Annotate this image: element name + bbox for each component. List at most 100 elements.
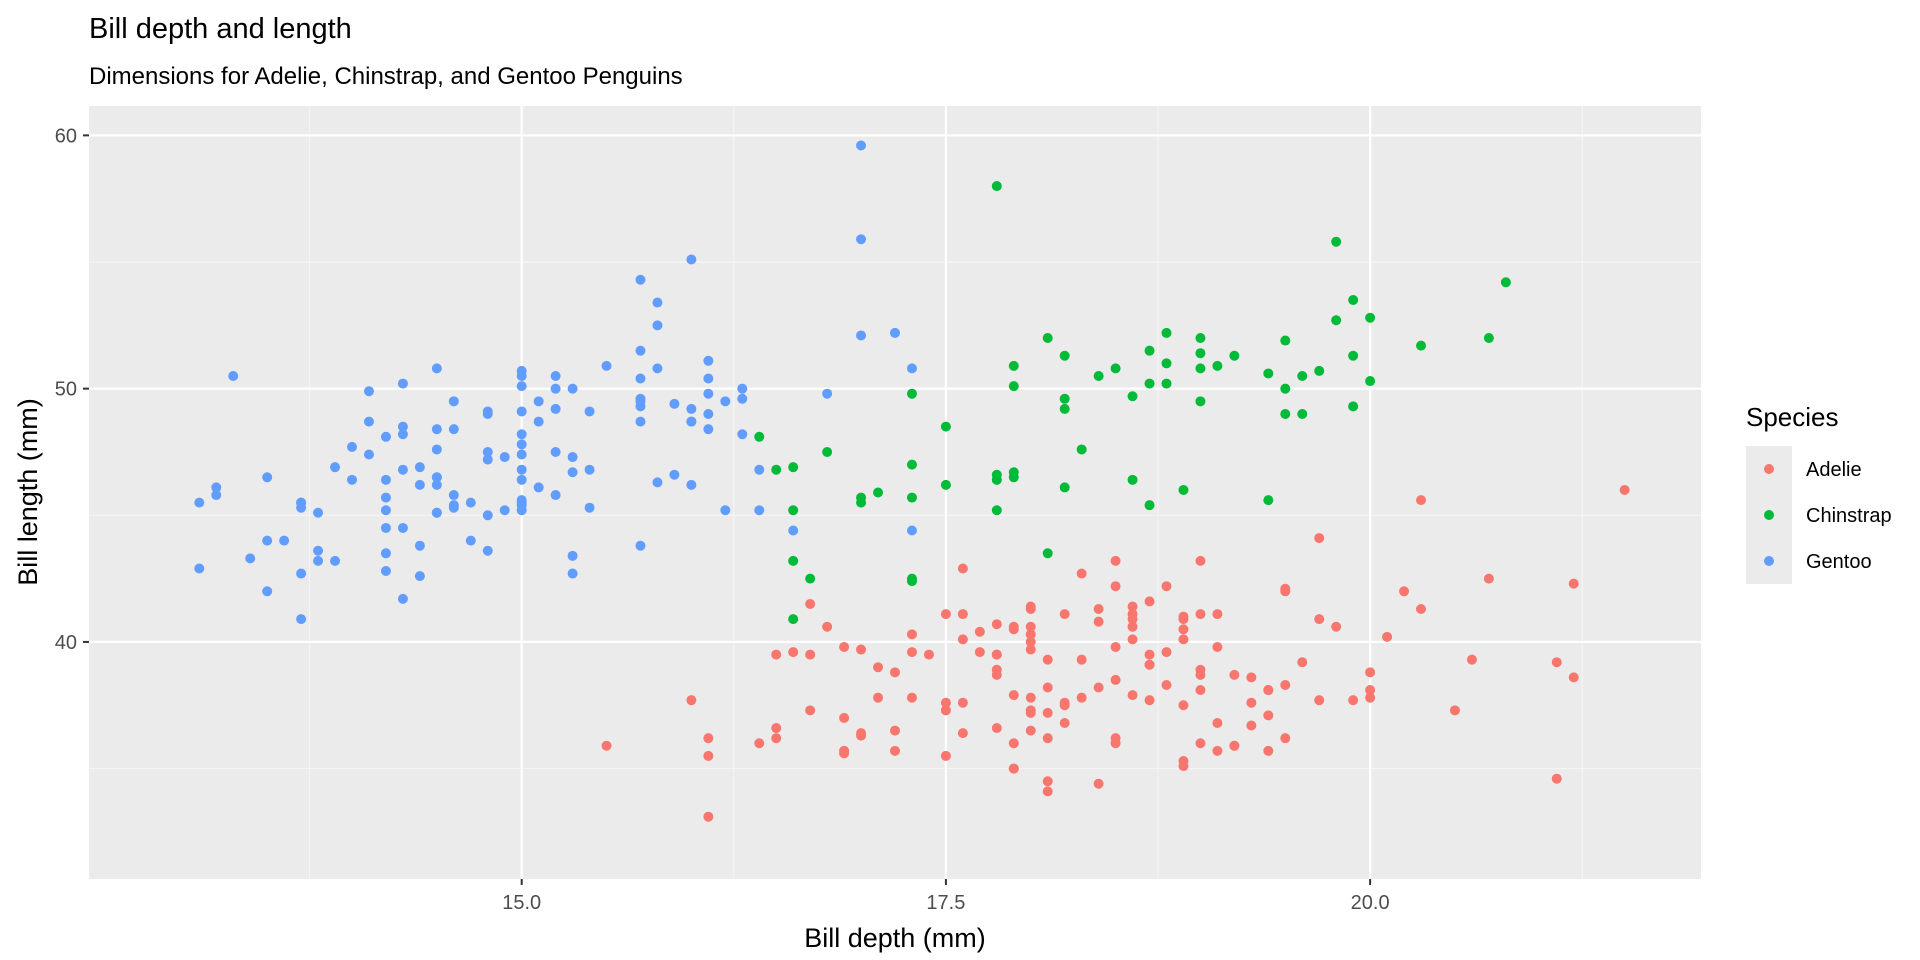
point-adelie xyxy=(890,725,900,736)
point-adelie xyxy=(1059,700,1070,711)
point-adelie xyxy=(1195,738,1206,749)
point-adelie xyxy=(1110,641,1121,652)
data-points xyxy=(194,140,1630,822)
point-chinstrap xyxy=(1263,495,1274,506)
point-adelie xyxy=(754,738,765,749)
point-chinstrap xyxy=(1127,474,1138,485)
point-chinstrap xyxy=(1161,378,1172,389)
point-adelie xyxy=(991,649,1002,660)
point-adelie xyxy=(957,697,968,708)
point-gentoo xyxy=(414,540,425,551)
point-gentoo xyxy=(228,370,239,381)
point-chinstrap xyxy=(754,431,765,442)
point-chinstrap xyxy=(1144,378,1155,389)
point-gentoo xyxy=(194,563,205,574)
point-gentoo xyxy=(533,482,544,493)
point-adelie xyxy=(1025,621,1036,632)
point-gentoo xyxy=(296,568,307,579)
point-adelie xyxy=(1195,685,1206,696)
point-gentoo xyxy=(652,320,663,331)
point-gentoo xyxy=(686,403,697,414)
point-gentoo xyxy=(550,370,561,381)
point-gentoo xyxy=(516,365,527,376)
point-chinstrap xyxy=(1365,312,1376,323)
point-adelie xyxy=(1178,634,1189,645)
point-gentoo xyxy=(262,535,273,546)
point-gentoo xyxy=(516,474,527,485)
point-adelie xyxy=(1076,654,1087,665)
point-chinstrap xyxy=(1178,484,1189,495)
x-tick-label: 20.0 xyxy=(1351,892,1390,914)
point-gentoo xyxy=(567,467,578,478)
point-chinstrap xyxy=(906,573,917,584)
point-chinstrap xyxy=(873,487,884,498)
point-chinstrap xyxy=(1263,368,1274,379)
point-adelie xyxy=(1144,596,1155,607)
point-chinstrap xyxy=(1212,360,1223,371)
point-adelie xyxy=(1059,609,1070,620)
point-adelie xyxy=(991,669,1002,680)
point-gentoo xyxy=(533,416,544,427)
point-adelie xyxy=(1212,717,1223,728)
point-adelie xyxy=(940,705,951,716)
point-gentoo xyxy=(347,474,358,485)
point-adelie xyxy=(805,705,816,716)
point-gentoo xyxy=(499,452,510,463)
point-adelie xyxy=(856,730,867,741)
point-gentoo xyxy=(635,274,646,285)
point-gentoo xyxy=(482,446,493,457)
point-gentoo xyxy=(448,424,459,435)
point-gentoo xyxy=(856,330,867,341)
point-adelie xyxy=(974,626,985,637)
point-gentoo xyxy=(737,429,748,440)
point-gentoo xyxy=(397,378,408,389)
point-chinstrap xyxy=(1195,348,1206,359)
point-chinstrap xyxy=(1280,335,1291,346)
legend-swatch-adelie xyxy=(1764,464,1774,474)
point-adelie xyxy=(1483,573,1494,584)
point-chinstrap xyxy=(1008,381,1019,392)
point-adelie xyxy=(1008,690,1019,701)
point-adelie xyxy=(1025,725,1036,736)
point-adelie xyxy=(1110,733,1121,744)
point-gentoo xyxy=(550,383,561,394)
point-gentoo xyxy=(567,383,578,394)
point-adelie xyxy=(839,712,850,723)
point-gentoo xyxy=(296,614,307,625)
point-gentoo xyxy=(211,490,222,501)
point-adelie xyxy=(805,598,816,609)
point-adelie xyxy=(1263,710,1274,721)
point-adelie xyxy=(1008,763,1019,774)
point-gentoo xyxy=(262,586,273,597)
point-adelie xyxy=(1246,697,1257,708)
point-adelie xyxy=(703,750,714,761)
point-gentoo xyxy=(516,439,527,450)
point-adelie xyxy=(1144,659,1155,670)
point-adelie xyxy=(1008,738,1019,749)
legend-swatch-gentoo xyxy=(1764,556,1774,566)
point-chinstrap xyxy=(788,555,799,566)
point-gentoo xyxy=(431,363,442,374)
point-gentoo xyxy=(279,535,290,546)
point-gentoo xyxy=(482,408,493,419)
legend-label-adelie: Adelie xyxy=(1806,459,1862,481)
point-gentoo xyxy=(686,254,697,265)
point-chinstrap xyxy=(1059,403,1070,414)
point-adelie xyxy=(1127,621,1138,632)
point-adelie xyxy=(974,647,985,658)
x-axis-label: Bill depth (mm) xyxy=(804,923,986,953)
point-gentoo xyxy=(703,355,714,366)
point-adelie xyxy=(1246,672,1257,683)
point-adelie xyxy=(1551,657,1562,668)
point-adelie xyxy=(1127,614,1138,625)
point-chinstrap xyxy=(1127,391,1138,402)
point-adelie xyxy=(940,697,951,708)
point-adelie xyxy=(1568,672,1579,683)
point-gentoo xyxy=(363,416,374,427)
point-adelie xyxy=(873,662,884,673)
legend-swatch-chinstrap xyxy=(1764,510,1774,520)
point-gentoo xyxy=(262,472,273,483)
point-gentoo xyxy=(652,477,663,488)
point-adelie xyxy=(1025,644,1036,655)
point-gentoo xyxy=(550,403,561,414)
